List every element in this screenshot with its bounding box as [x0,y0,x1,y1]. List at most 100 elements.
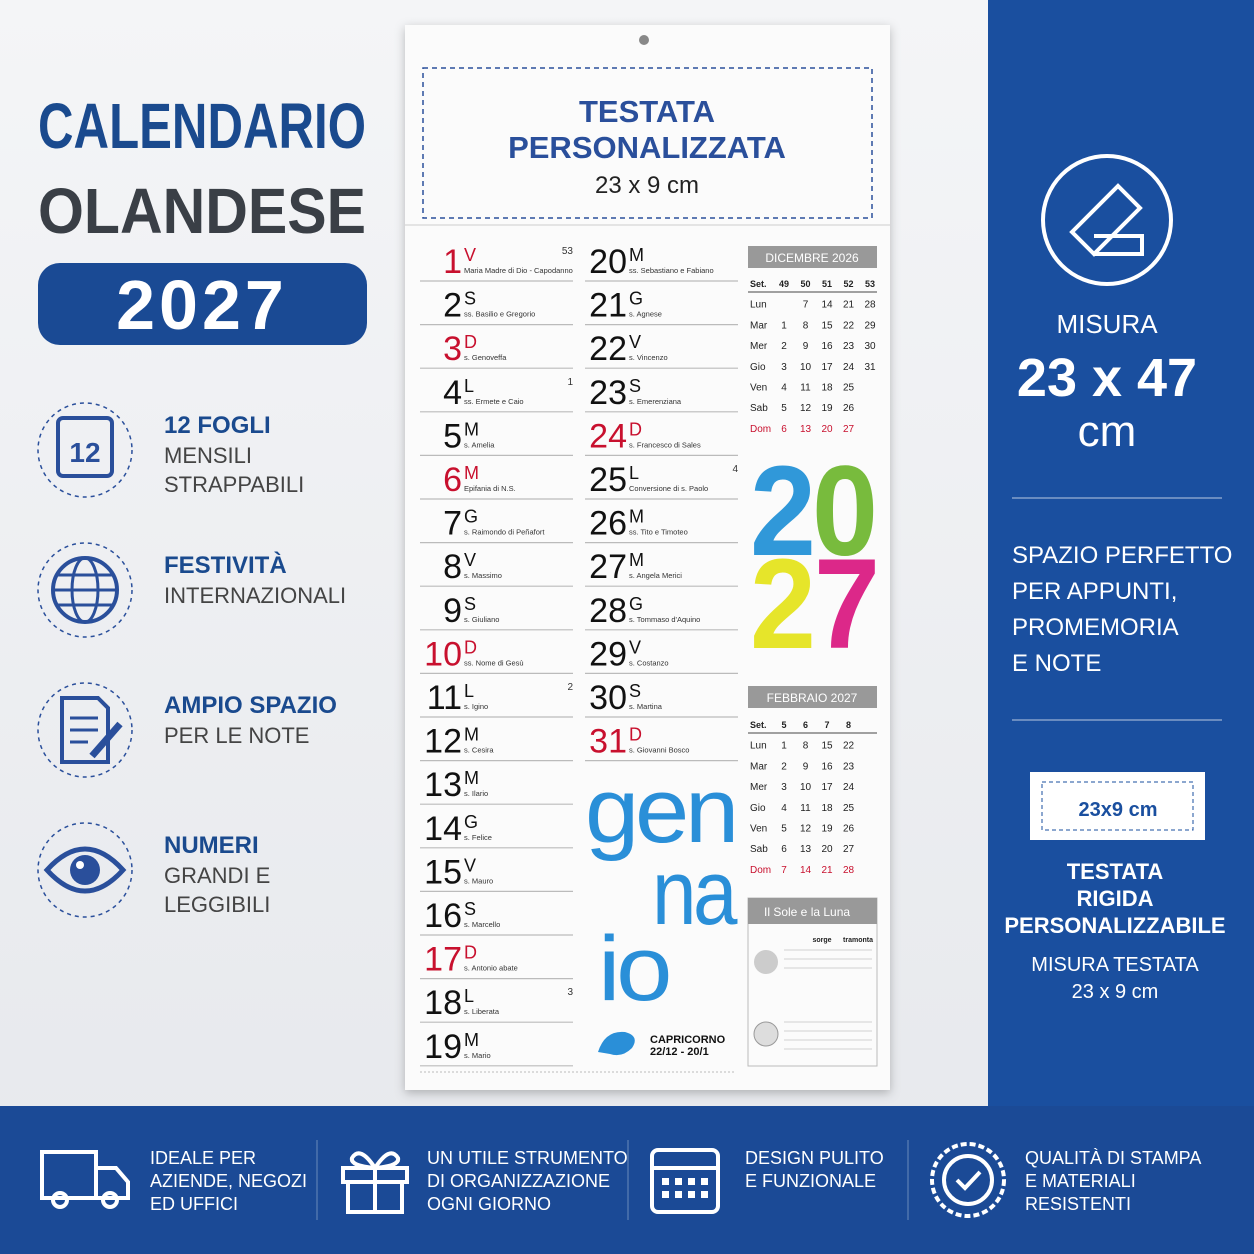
size-value: 23 x 47 [1017,348,1197,408]
mini-cell: 26 [843,403,855,414]
benefit-text: DESIGN PULITO [745,1148,884,1168]
header-info-size: MISURA TESTATA [1031,954,1199,976]
mini-cell: 51 [822,279,832,289]
calendar-icon-dot [701,1178,708,1185]
mini-cell: 23 [843,761,855,772]
mini-cell: 16 [821,761,833,772]
day-number: 22 [589,330,627,368]
header-badge-dash [1041,781,1194,831]
day-saint: s. Mario [464,1051,491,1060]
calendar-icon-dot [662,1191,669,1198]
mini-cell: 1 [781,320,787,331]
mini-cell: 29 [864,320,876,331]
calendar-icon-dot [688,1191,695,1198]
day-weekday: V [629,637,641,657]
mini-cell: 14 [821,300,833,311]
feature-icon-ring [37,402,133,498]
mini-cell: 10 [800,782,812,793]
day-saint: s. Felice [464,833,492,842]
mini-cell: 31 [864,362,876,373]
day-number: 4 [443,374,462,412]
icon-calendar [56,416,114,478]
mini-cell: 24 [843,362,855,373]
mini-row-label: Mer [750,782,768,793]
mini-cell: 21 [821,865,833,876]
mini-row-label: Sab [750,844,768,855]
mini-row-label: Ven [750,383,767,394]
day-saint: s. Costanzo [629,658,669,667]
ruler-icon [1094,234,1144,256]
feature-text: PER LE NOTE [164,723,309,748]
day-weekday: G [629,594,643,614]
header-badge-box [1030,772,1205,840]
hanging-hole [639,35,649,45]
mini-cell: 8 [803,741,809,752]
mini-row-label: Dom [750,865,771,876]
day-number: 1 [443,243,462,281]
day-saint: s. Genoveffa [464,353,507,362]
mini-cell: 27 [843,424,855,435]
title: CALENDARIO [38,90,366,162]
day-weekday: D [464,943,477,963]
mini-cell: 7 [824,720,829,730]
mini-cell: 17 [821,782,833,793]
feature-text: STRAPPABILI [164,472,304,497]
feature-text: LEGGIBILI [164,892,270,917]
feature-title: FESTIVITÀ [164,551,287,579]
day-number: 11 [427,679,462,717]
truck-wheel [51,1191,69,1209]
mini-cell: 5 [781,403,787,414]
mini-cell: 11 [800,803,811,814]
sun-moon-title: Il Sole e la Luna [764,905,850,919]
big-year-digit: 2 [750,440,816,583]
sun-icon [754,950,778,974]
day-weekday: M [464,419,479,439]
benefit-text: ED UFFICI [150,1194,238,1214]
calendar-icon-dot [701,1191,708,1198]
day-number: 10 [424,635,462,673]
day-weekday: G [629,289,643,309]
day-weekday: V [629,332,641,352]
feature-icon-ring [37,822,133,918]
day-weekday: M [629,507,644,527]
mini-row-label: Mer [750,341,768,352]
notes-text: E NOTE [1012,650,1101,677]
day-number: 25 [589,461,627,499]
mini-cell: 12 [800,824,812,835]
mini-cell: 5 [781,720,786,730]
day-number: 20 [589,243,627,281]
moon-icon [753,1021,779,1047]
header-info-title: PERSONALIZZABILE [1004,913,1225,938]
day-number: 19 [424,1028,462,1066]
day-number: 18 [424,984,462,1022]
mini-cell: 5 [781,824,787,835]
benefit-text: E MATERIALI [1025,1171,1136,1191]
week-number: 2 [567,682,573,693]
mini-cell: 13 [800,844,812,855]
mini-cell: 3 [781,362,787,373]
gift-icon [341,1151,409,1214]
day-weekday: S [464,594,476,614]
day-saint: Conversione di s. Paolo [629,484,708,493]
sun-moon-col: sorge [812,937,831,944]
day-saint: s. Mauro [464,876,493,885]
day-saint: ss. Basilio e Gregorio [464,310,535,319]
mini-row-label: Gio [750,362,766,373]
day-number: 23 [589,374,627,412]
month-name: na [652,842,738,944]
header-text: PERSONALIZZATA [508,130,786,165]
day-saint: s. Cesira [464,746,494,755]
mini-row-label: Mar [750,761,768,772]
sun-moon-col: tramonta [843,937,873,944]
day-number: 12 [424,723,462,761]
mini-header [748,686,877,708]
day-number: 31 [589,723,627,761]
day-saint: Epifania di N.S. [464,484,516,493]
benefit-text: QUALITÀ DI STAMPA [1025,1148,1201,1168]
mini-cell: 50 [800,279,810,289]
day-number: 30 [589,679,627,717]
mini-row-label: Mar [750,320,768,331]
day-weekday: S [629,376,641,396]
calendar-icon-dot [675,1191,682,1198]
